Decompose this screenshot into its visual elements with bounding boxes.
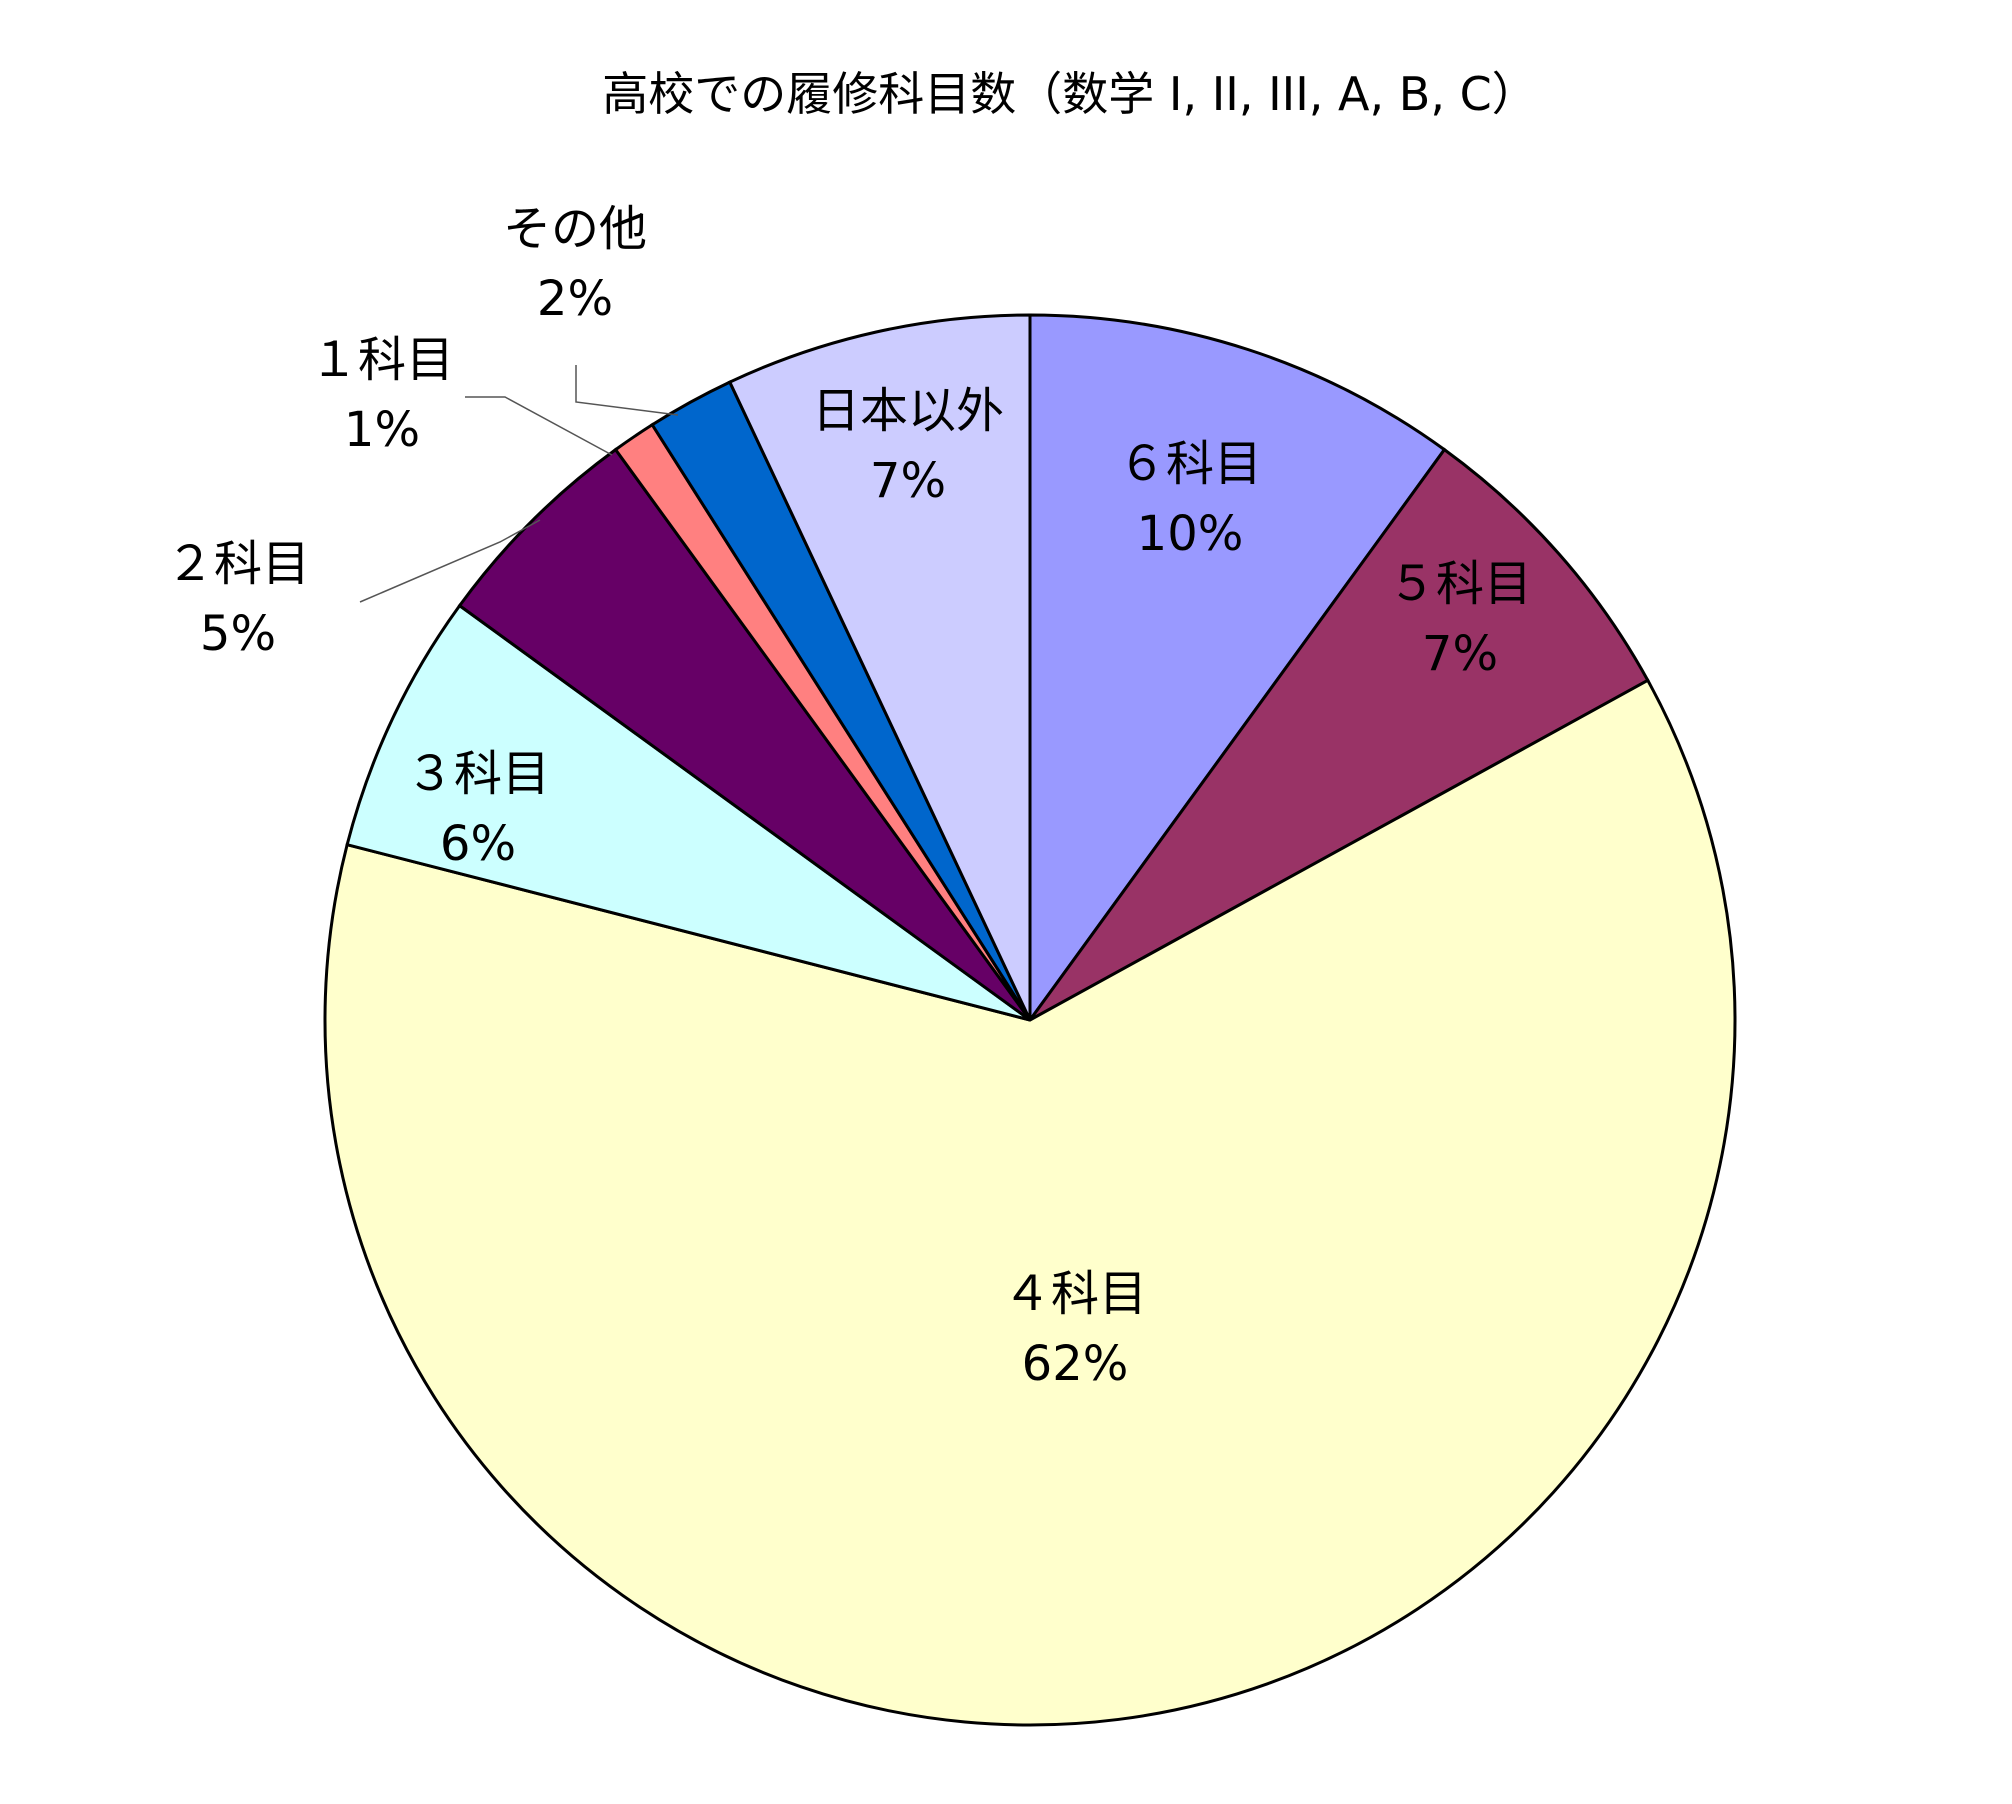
- chart-title: 高校での履修科目数（数学 I, II, III, A, B, C）: [602, 67, 1537, 121]
- pie-slice: [457, 447, 1032, 1022]
- slice-name-label: １科目: [310, 332, 454, 388]
- pie-slice: [727, 313, 1032, 1021]
- pie-slice: [1028, 313, 1447, 1025]
- slice-name-label: ３科目: [406, 746, 550, 802]
- slice-percent-label: 6%: [440, 816, 516, 872]
- leader-line: [359, 519, 541, 603]
- leader-lines: [359, 365, 679, 603]
- pie-slices: [323, 313, 1737, 1727]
- slice-percent-label: 5%: [200, 606, 276, 662]
- slice-percent-label: 7%: [870, 453, 946, 509]
- slice-name-label: ２科目: [166, 536, 310, 592]
- slice-percent-label: 62%: [1022, 1336, 1129, 1392]
- slice-labels: ６科目 10% ５科目 7% ４科目 62% ３科目 6% ２科目 5% １科目 1% その他 2% 日本以…: [166, 201, 1532, 1392]
- leader-line: [465, 396, 613, 456]
- slice-percent-label: 2%: [537, 271, 613, 327]
- leader-line: [575, 365, 679, 416]
- slice-name-label: その他: [503, 201, 647, 257]
- pie-slice: [323, 678, 1737, 1727]
- pie-slice: [1028, 447, 1650, 1022]
- slice-percent-label: 1%: [344, 402, 420, 458]
- slice-name-label: 日本以外: [812, 383, 1004, 439]
- slice-name-label: ４科目: [1003, 1266, 1147, 1322]
- slice-name-label: ５科目: [1388, 556, 1532, 612]
- slice-percent-label: 7%: [1422, 626, 1498, 682]
- slice-percent-label: 10%: [1137, 506, 1244, 562]
- slice-name-label: ６科目: [1118, 436, 1262, 492]
- pie-slice: [345, 603, 1031, 1022]
